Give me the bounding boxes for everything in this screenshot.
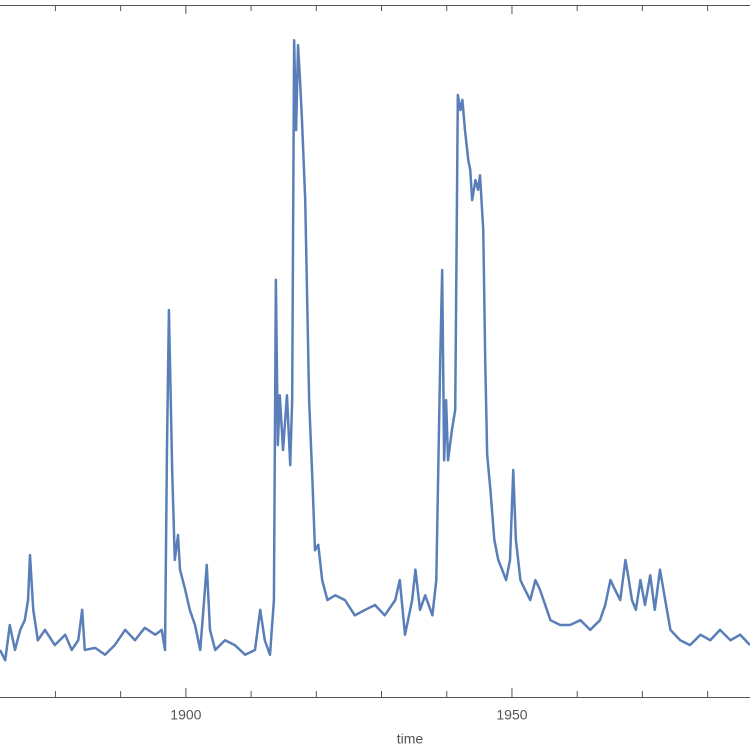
data-line — [0, 39, 750, 662]
x-axis-label: time — [397, 731, 424, 747]
x-tick-label: 1900 — [170, 707, 201, 723]
x-tick-label: 1950 — [496, 707, 527, 723]
